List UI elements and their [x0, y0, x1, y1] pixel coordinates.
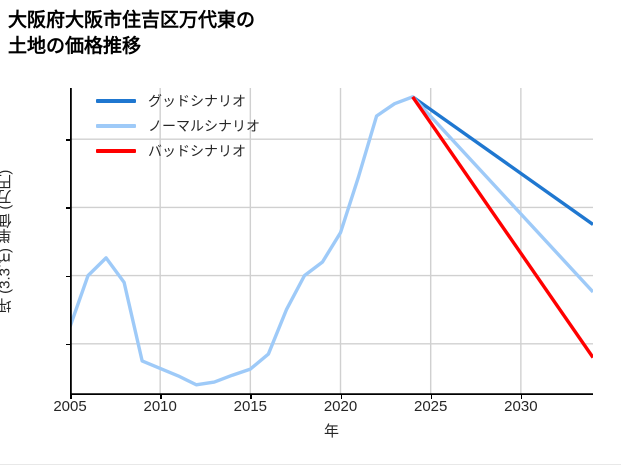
- legend-label: バッドシナリオ: [148, 143, 246, 159]
- series-line: [70, 95, 593, 387]
- axis-spines: [70, 88, 593, 395]
- x-tick-label: 2015: [233, 398, 268, 415]
- x-tick-label: 2025: [414, 398, 448, 415]
- y-tick-mark: [66, 207, 70, 209]
- x-tick-mark: [520, 395, 523, 399]
- gridlines: [70, 88, 593, 395]
- series-line: [411, 95, 593, 359]
- legend-item[interactable]: ノーマルシナリオ: [96, 117, 260, 135]
- y-tick-mark: [66, 275, 70, 278]
- chart-legend: グッドシナリオ ノーマルシナリオ バッドシナリオ: [96, 92, 260, 160]
- legend-color-swatch: [96, 99, 136, 103]
- legend-item[interactable]: グッドシナリオ: [96, 92, 260, 110]
- x-axis-title: 年: [323, 423, 339, 440]
- chart-title: 大阪府大阪市住吉区万代東の 土地の価格推移: [8, 10, 256, 57]
- legend-label: ノーマルシナリオ: [148, 118, 260, 134]
- x-tick-mark: [430, 395, 433, 399]
- chart-plot-svg: [70, 88, 593, 395]
- series-line: [411, 95, 593, 226]
- legend-item[interactable]: バッドシナリオ: [96, 142, 260, 160]
- y-tick-mark: [66, 343, 70, 346]
- plot-area: [70, 88, 593, 395]
- x-tick-mark: [160, 395, 162, 399]
- legend-color-swatch: [96, 124, 136, 128]
- legend-label: グッドシナリオ: [148, 93, 246, 109]
- x-tick-mark: [70, 395, 72, 399]
- x-tick-label: 2010: [143, 398, 177, 415]
- x-tick-mark: [340, 395, 343, 399]
- y-axis-title: 坪 (3.3㎡) 単価 (万円): [0, 169, 14, 314]
- x-tick-label: 2030: [504, 398, 538, 415]
- y-tick-mark: [66, 139, 70, 141]
- x-tick-label: 2020: [323, 398, 358, 415]
- legend-color-swatch: [96, 149, 136, 153]
- x-tick-label: 2005: [53, 398, 87, 415]
- x-tick-mark: [250, 395, 252, 399]
- series-lines: [70, 95, 593, 387]
